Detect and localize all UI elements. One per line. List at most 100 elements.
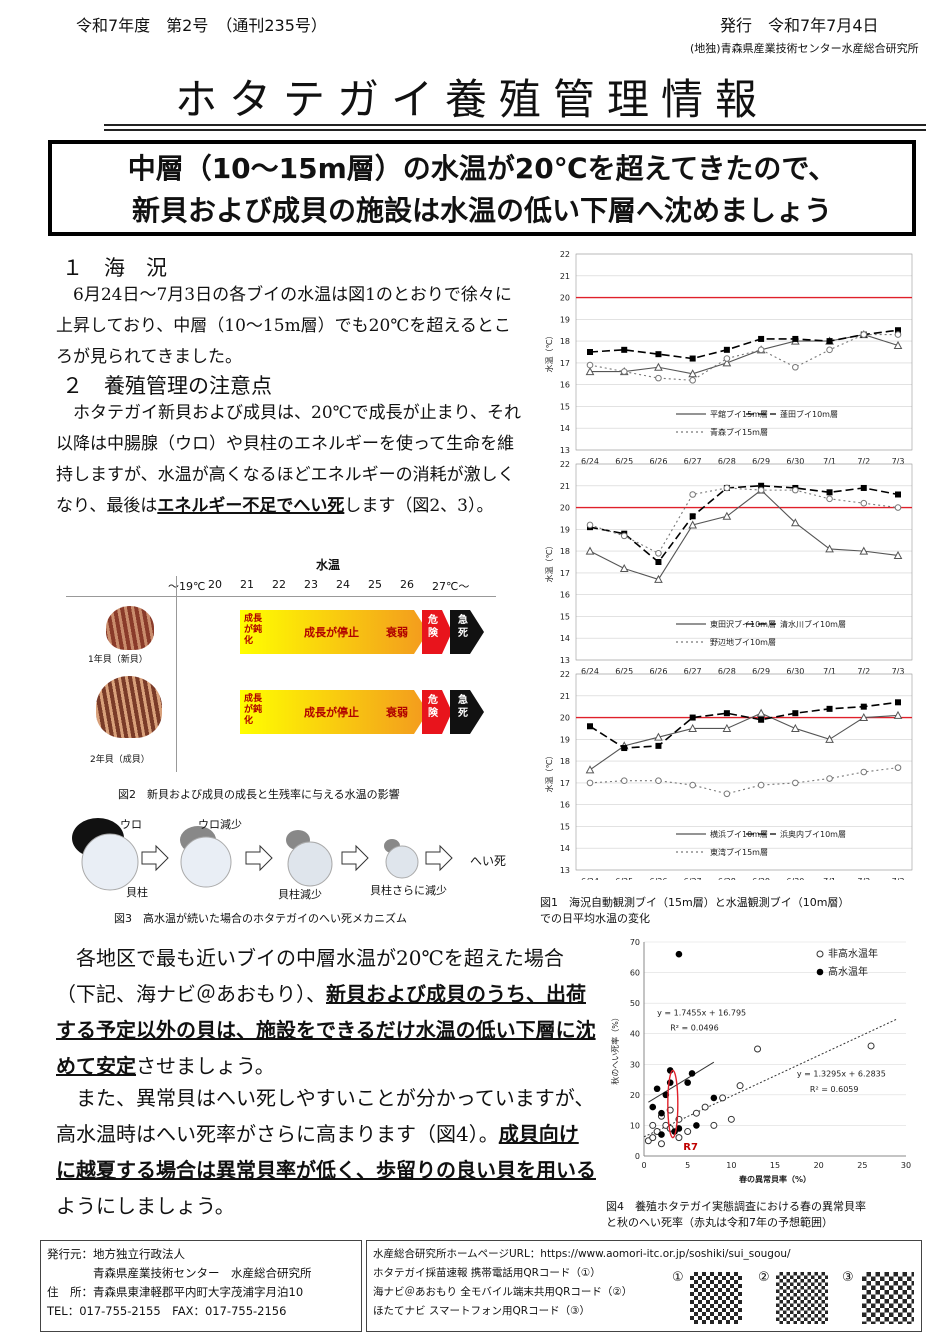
point-hot-year [688, 1070, 696, 1077]
qr2-number: ② [758, 1270, 770, 1285]
section2-body: ホタテガイ新貝および成貝は、20℃で成長が止まり、それ以降は中腸腺（ウロ）や貝柱… [56, 403, 521, 516]
footer-l4: TEL：017-755-2155 FAX：017-755-2156 [47, 1304, 287, 1318]
r2-stage3: 衰弱 [386, 706, 408, 719]
trend-line-hot [648, 1061, 715, 1103]
page-title: ホタテガイ養殖管理情報 [174, 75, 769, 124]
data-point [894, 331, 902, 338]
data-point [826, 489, 833, 496]
fig3-label-muscle-reduced: 貝柱減少 [278, 888, 322, 901]
shell-stage3 [287, 841, 333, 887]
y-tick-label: 21 [560, 692, 570, 701]
x-tick-label: 7/3 [892, 667, 905, 676]
data-point [655, 559, 662, 565]
point-normal-year [701, 1103, 709, 1111]
data-point [826, 705, 833, 712]
y-tick-label: 16 [560, 381, 570, 390]
data-point [757, 346, 765, 354]
row1-label: 1年貝（新貝） [88, 655, 148, 665]
qr-code-2[interactable] [776, 1272, 828, 1324]
x-tick-label: 6/24 [581, 667, 599, 676]
data-point [586, 361, 594, 369]
legend-label: 東田沢ブイ10m層 [710, 619, 776, 629]
footer-l3: 住 所：青森県東津軽郡平内町大字茂浦字月泊10 [47, 1285, 304, 1299]
x-tick-label: 6/30 [786, 877, 804, 880]
fig3-label-death: へい死 [470, 854, 507, 868]
issue-number: 令和7年度 第2号 （通刊235号） [76, 16, 327, 35]
x-tick-label: 7/2 [857, 667, 870, 676]
qr-code-1[interactable] [690, 1272, 742, 1324]
data-point [894, 764, 902, 771]
y-tick-label: 13 [560, 656, 570, 665]
data-point [654, 362, 663, 371]
arrow-4 [425, 844, 453, 872]
y-tick-label: 20 [560, 714, 570, 723]
fig2-axis-title: 水温 [316, 558, 341, 572]
legend-label: 清水川ブイ10m層 [780, 619, 846, 629]
data-point [757, 486, 765, 494]
body2-para1: 各地区で最も近いブイの中層水温が20℃を超えた場合（下記、海ナビ＠あおもり）、新… [56, 940, 596, 1084]
body2-p2a: また、異常貝はへい死しやすいことが分かっていますが、高水温時はへい死率がさらに高… [56, 1086, 595, 1146]
data-point [688, 723, 698, 732]
x-tick-label: 6/25 [615, 457, 633, 466]
x-tick-label: 10 [726, 1161, 736, 1170]
data-point [655, 777, 662, 785]
data-point [826, 495, 833, 503]
data-point [655, 351, 662, 358]
data-point [895, 327, 901, 334]
line-chart-panel: 13 14 15 16 17 18 19 20 21 22 6/24 6/25 6/26 6/27 6/28… [544, 250, 913, 466]
figure-2: 水温 ～19℃ 20 21 22 23 24 25 26 27℃～ 1年貝（新貝） 2年貝（成貝… [66, 556, 506, 774]
data-point [723, 710, 730, 717]
series-line [589, 767, 899, 795]
point-normal-year [649, 1121, 657, 1129]
fig2-temp-tick: 22 [272, 578, 286, 591]
fig2-temp-tick: 24 [336, 578, 350, 591]
y-tick-label: 19 [560, 525, 570, 534]
figure-4-scatter: 0 10 20 30 40 50 60 70 0 5 10 15 20 25 30 春の異常貝率（%） 秋のへい… [610, 938, 911, 1184]
fig2-arrows [240, 610, 484, 734]
data-point [790, 518, 800, 527]
data-point [723, 355, 731, 362]
x-tick-label: 7/2 [857, 457, 870, 466]
shell-stage1 [81, 833, 139, 891]
data-point [860, 768, 868, 776]
growth-arrow-row2 [240, 690, 428, 734]
x-tick-label: 6/28 [718, 457, 736, 466]
series-line [589, 712, 899, 771]
r2-stage1: 成長が鈍化 [244, 694, 263, 726]
y-tick-label: 19 [560, 315, 570, 324]
data-point [826, 346, 833, 354]
legend-hot-marker [816, 968, 824, 976]
qr3-number: ③ [842, 1270, 854, 1285]
plot-frame [575, 463, 913, 661]
plot-frame [575, 253, 913, 451]
y-tick-label: 18 [560, 757, 570, 766]
x-tick-label: 15 [770, 1161, 780, 1170]
point-hot-year [710, 1094, 718, 1102]
y-tick-label: 17 [560, 359, 570, 368]
issue-date: 発行 令和7年7月4日 [720, 16, 879, 35]
data-point [758, 482, 765, 489]
series-line [589, 329, 899, 360]
data-point [654, 574, 663, 583]
fig4-caption-1: 図4 養殖ホタテガイ実態調査における春の異常貝率 [606, 1200, 866, 1213]
section2-tail: します（図2、3）。 [344, 496, 494, 516]
data-point [655, 549, 662, 557]
x-tick-label: 6/28 [718, 667, 736, 676]
data-point [790, 723, 800, 732]
y-tick-label: 18 [560, 337, 570, 346]
x-tick-label: 7/1 [823, 457, 836, 466]
x-axis-label: 春の異常貝率（%） [739, 1174, 811, 1184]
point-normal-year [867, 1042, 875, 1050]
qr-code-3[interactable] [862, 1272, 914, 1324]
x-tick-label: 6/24 [581, 457, 599, 466]
fig3-caption: 図3 高水温が続いた場合のホタテガイのへい死メカニズム [114, 912, 407, 925]
footer-url[interactable]: 水産総合研究所ホームページURL：https://www.aomori-itc.… [373, 1248, 791, 1260]
line-chart-panel: 13 14 15 16 17 18 19 20 21 22 6/24 6/25 6/26 6/27 6/28… [544, 460, 913, 676]
data-point [585, 367, 595, 376]
data-point [621, 745, 628, 752]
legend-label: 蓬田ブイ10m層 [780, 409, 838, 419]
data-point [758, 335, 765, 342]
point-hot-year [658, 1109, 665, 1117]
data-point [723, 790, 731, 798]
point-normal-year [692, 1109, 700, 1117]
